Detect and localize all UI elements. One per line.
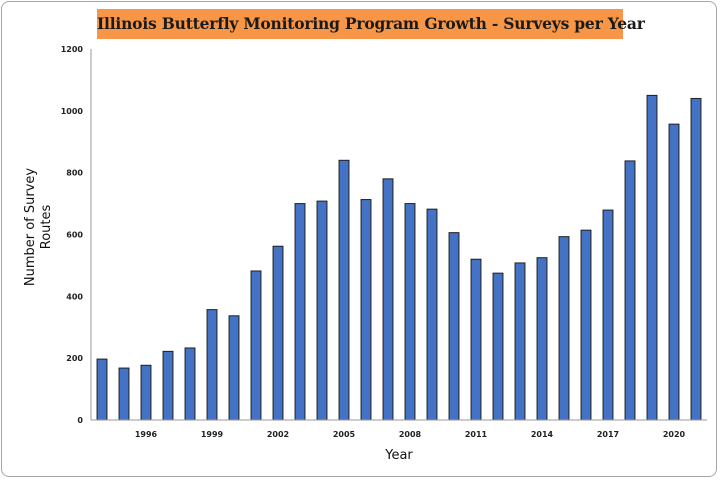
bar-2007 [382,178,394,421]
bar-2021 [690,97,702,421]
bar-2013 [514,262,526,421]
x-tick-label: 2011 [465,430,488,439]
bars-group [96,94,702,421]
bar-1995 [118,367,130,421]
bar-1998 [184,347,196,421]
bar-2008 [404,203,416,421]
bar-2002 [272,245,284,421]
bar-1996 [140,364,152,421]
bar-2018 [624,160,636,421]
title-banner [97,9,623,39]
bar-2019 [646,94,658,421]
bar-2003 [294,203,306,421]
x-tick-label: 1996 [135,430,158,439]
bar-2016 [580,229,592,421]
bar-2010 [448,232,460,421]
bar-2000 [228,315,240,421]
bar-1997 [162,350,174,421]
bar-2011 [470,258,482,421]
x-tick-label: 2002 [267,430,289,439]
bar-2020 [668,123,680,421]
bar-2012 [492,272,504,421]
x-tick-label: 2005 [333,430,356,439]
x-tick-label: 2020 [663,430,686,439]
x-tick-label: 2014 [531,430,554,439]
y-tick-label: 200 [66,354,83,363]
bar-2009 [426,208,438,421]
bar-2005 [338,159,350,421]
y-axis-title: Number of Survey Routes [23,168,54,287]
bar-1994 [96,358,108,421]
bar-2006 [360,199,372,421]
y-tick-label: 0 [77,416,83,425]
x-tick-labels: 1996 1999 2002 2005 2008 2011 2014 2017 2020 [135,430,686,439]
y-tick-label: 400 [66,292,83,301]
y-tick-label: 800 [66,169,83,178]
y-axis-title-line-1: Number of Survey [23,168,38,287]
chart-title: Illinois Butterfly Monitoring Program Gr… [97,14,645,33]
bar-1999 [206,309,218,421]
y-tick-label: 600 [66,231,83,240]
y-axis-title-line-2: Routes [39,205,54,250]
bar-2017 [602,209,614,421]
bar-2001 [250,270,262,421]
x-tick-label: 1999 [201,430,224,439]
y-tick-label: 1000 [61,107,84,116]
x-tick-label: 2017 [597,430,619,439]
y-tick-labels: 0 200 400 600 800 1000 1200 [61,45,84,425]
y-tick-label: 1200 [61,45,84,54]
x-axis-title: Year [384,448,413,463]
bar-2014 [536,257,548,421]
x-tick-label: 2008 [399,430,422,439]
bar-2015 [558,236,570,421]
bar-2004 [316,200,328,421]
